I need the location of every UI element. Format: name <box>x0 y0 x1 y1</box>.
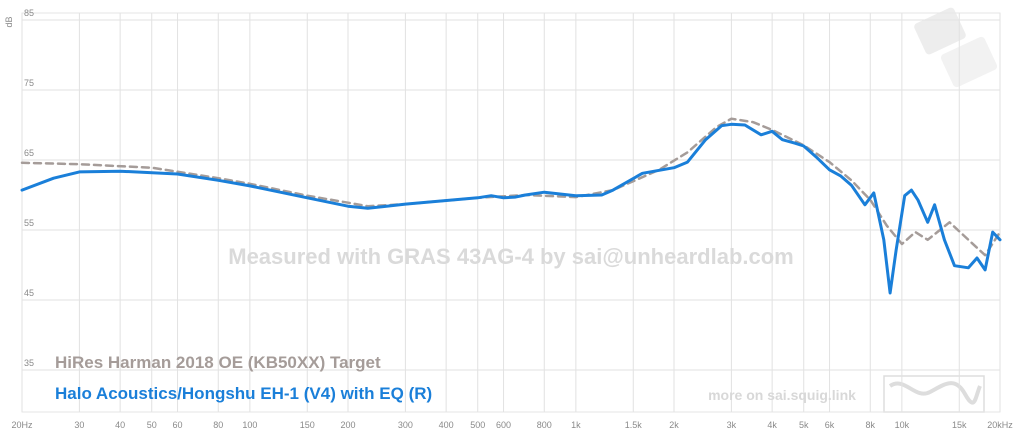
x-tick-label: 10k <box>895 420 910 430</box>
logo <box>914 7 998 88</box>
x-tick-label: 100 <box>242 420 257 430</box>
legend-entry: HiRes Harman 2018 OE (KB50XX) Target <box>55 353 381 372</box>
x-tick-label: 20Hz <box>11 420 33 430</box>
footer-text: more on sai.squig.link <box>708 387 856 403</box>
x-tick-label: 2k <box>669 420 679 430</box>
x-tick-label: 1.5k <box>625 420 643 430</box>
x-tick-label: 4k <box>767 420 777 430</box>
legend-entry: Halo Acoustics/Hongshu EH-1 (V4) with EQ… <box>55 384 432 403</box>
x-tick-label: 50 <box>147 420 157 430</box>
x-tick-label: 15k <box>952 420 967 430</box>
y-tick-label: 45 <box>24 288 34 298</box>
x-tick-label: 40 <box>115 420 125 430</box>
x-tick-label: 5k <box>799 420 809 430</box>
y-tick-label: 85 <box>24 8 34 18</box>
x-tick-label: 600 <box>496 420 511 430</box>
y-tick-label: 65 <box>24 148 34 158</box>
x-tick-label: 3k <box>727 420 737 430</box>
x-tick-label: 500 <box>470 420 485 430</box>
x-tick-label: 200 <box>340 420 355 430</box>
series-line <box>20 122 1002 295</box>
y-axis-label: dB <box>4 16 14 27</box>
x-tick-label: 6k <box>825 420 835 430</box>
watermark: Measured with GRAS 43AG-4 by sai@unheard… <box>228 244 793 269</box>
x-tick-label: 30 <box>74 420 84 430</box>
x-tick-label: 8k <box>866 420 876 430</box>
x-tick-label: 300 <box>398 420 413 430</box>
x-tick-label: 60 <box>173 420 183 430</box>
x-tick-label: 1k <box>571 420 581 430</box>
x-tick-label: 400 <box>439 420 454 430</box>
y-tick-label: 35 <box>24 358 34 368</box>
y-tick-label: 75 <box>24 78 34 88</box>
x-tick-label: 150 <box>300 420 315 430</box>
y-tick-label: 55 <box>24 218 34 228</box>
x-tick-label: 80 <box>213 420 223 430</box>
x-tick-label: 20kHz <box>987 420 1013 430</box>
x-tick-label: 800 <box>537 420 552 430</box>
series-line <box>20 117 1002 257</box>
